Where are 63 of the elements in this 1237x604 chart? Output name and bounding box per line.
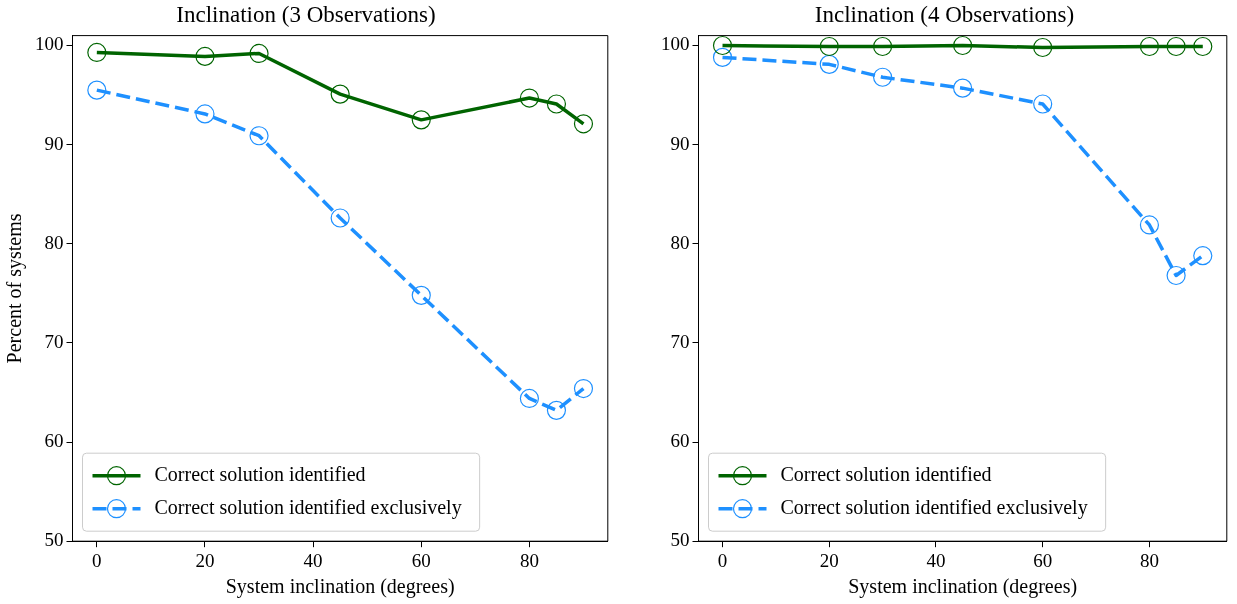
point: [330, 208, 350, 228]
legend-label: Correct solution identified: [154, 462, 366, 485]
legend-label: Correct solution identified exclusively: [780, 495, 1088, 519]
legend-label: Correct solution identified exclusively: [154, 495, 462, 519]
x-tick-label: 40: [926, 549, 946, 571]
x-axis-title: System inclination (degrees): [225, 575, 455, 599]
point: [873, 67, 893, 87]
point: [1166, 265, 1186, 286]
point: [573, 114, 594, 134]
y-tick-label: 90: [670, 132, 690, 154]
x-tick-label: 60: [411, 549, 431, 571]
point: [195, 104, 215, 124]
point: [953, 35, 973, 56]
y-tick-label: 60: [670, 430, 690, 452]
point: [249, 43, 269, 64]
x-tick-label: 60: [1033, 549, 1053, 571]
y-tick-label: 100: [661, 33, 690, 55]
y-tick-label: 100: [35, 33, 64, 55]
point: [546, 94, 567, 114]
point: [1193, 36, 1213, 57]
chart-title: Inclination (3 Observations): [176, 1, 436, 27]
point: [1033, 37, 1053, 58]
y-tick-label: 90: [44, 132, 64, 154]
x-tick-label: 80: [1139, 549, 1159, 571]
point: [519, 388, 539, 409]
y-tick-label: 80: [44, 231, 64, 253]
point: [519, 88, 539, 108]
point: [249, 126, 269, 146]
y-tick-label: 50: [670, 529, 690, 551]
x-axis-title: System inclination (degrees): [848, 575, 1078, 599]
point: [953, 78, 973, 98]
point: [712, 47, 733, 68]
point: [411, 110, 431, 130]
chart-title: Inclination (4 Observations): [814, 1, 1075, 27]
x-tick-label: 0: [92, 549, 102, 571]
point: [330, 84, 350, 104]
point: [87, 80, 107, 100]
point: [1033, 94, 1053, 114]
x-tick-label: 0: [717, 549, 728, 571]
point: [546, 400, 567, 420]
x-tick-label: 80: [519, 549, 539, 571]
point: [873, 36, 893, 57]
y-tick-label: 70: [44, 330, 64, 352]
y-tick-label: 80: [670, 231, 690, 253]
point: [819, 54, 839, 74]
legend-label: Correct solution identified: [780, 462, 992, 485]
point: [195, 46, 215, 67]
point: [1166, 36, 1186, 57]
y-axis-title: Percent of systems: [3, 213, 27, 364]
y-tick-label: 60: [44, 430, 64, 452]
point: [411, 285, 431, 305]
point: [1139, 36, 1160, 57]
y-tick-label: 70: [670, 330, 690, 352]
point: [87, 42, 107, 63]
point: [819, 36, 839, 57]
point: [573, 378, 594, 399]
point: [712, 35, 733, 56]
point: [1193, 246, 1213, 266]
x-tick-label: 40: [303, 549, 323, 571]
x-tick-label: 20: [819, 549, 839, 571]
y-tick-label: 50: [44, 529, 64, 551]
x-tick-label: 20: [195, 549, 215, 571]
point: [1139, 215, 1160, 235]
